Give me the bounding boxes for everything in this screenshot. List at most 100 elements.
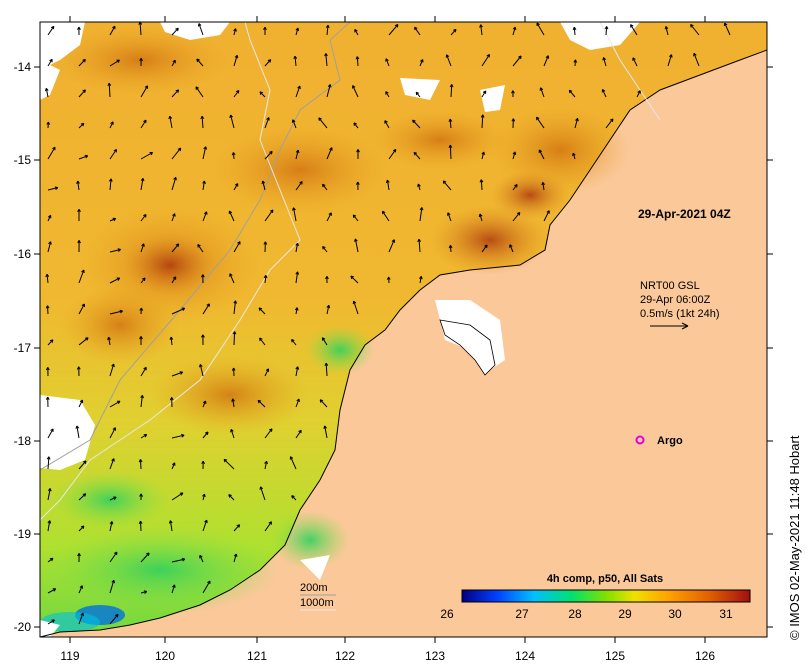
current-vector-head	[318, 117, 322, 121]
current-vector-head	[231, 367, 236, 371]
current-vector-head	[541, 182, 545, 186]
current-vector	[109, 614, 119, 625]
current-vector-head	[479, 24, 483, 28]
warm-patch	[370, 110, 510, 170]
argo-marker-icon	[635, 435, 645, 445]
current-vectors	[44, 21, 731, 625]
current-vector-head	[229, 273, 233, 277]
current-vector-head	[514, 184, 518, 188]
current-vector-head	[413, 151, 418, 156]
current-vector-head	[322, 183, 326, 188]
lat-tick-label: -14	[14, 60, 32, 74]
colorbar-tick: 28	[568, 607, 582, 621]
current-vector	[140, 214, 147, 222]
current-vector-head	[202, 493, 206, 498]
colorbar-tick: 30	[668, 607, 682, 621]
current-vector	[388, 239, 395, 253]
current-vector-head	[632, 57, 636, 61]
current-vector	[449, 145, 452, 160]
current-vector-head	[321, 337, 326, 341]
current-vector	[693, 53, 700, 67]
current-vector-head	[353, 122, 357, 126]
current-vector	[264, 275, 267, 284]
current-vector-head	[668, 54, 673, 58]
lon-tick-label: 123	[425, 649, 445, 663]
current-vector	[605, 26, 608, 36]
current-vector-head	[47, 520, 52, 524]
current-vector-head	[323, 425, 327, 429]
estuary	[439, 319, 496, 376]
current-vector	[388, 24, 399, 36]
current-vector	[47, 146, 56, 160]
current-vector	[264, 368, 269, 377]
current-vector	[446, 54, 452, 67]
current-vector	[229, 273, 235, 284]
cool-patch	[305, 325, 375, 375]
coastline	[40, 49, 767, 637]
current-vector	[199, 364, 204, 377]
colorbar-tick: 29	[618, 607, 632, 621]
contour-legend-1000m: 1000m	[300, 597, 334, 609]
current-vector-head	[447, 212, 451, 216]
lat-tick-label: -19	[14, 527, 32, 541]
current-vector-head	[79, 399, 84, 404]
hot-patch	[125, 235, 215, 295]
current-vector	[78, 612, 84, 625]
current-vector-head	[356, 149, 360, 153]
current-legend: NRT00 GSL 29-Apr 06:00Z 0.5m/s (1kt 24h)	[640, 280, 719, 330]
current-vector	[512, 26, 516, 36]
colorbar: 4h comp, p50, All Sats 26 27 28 29 30 31	[440, 573, 766, 630]
current-vector-head	[259, 486, 264, 490]
current-vector-head	[545, 55, 550, 59]
current-vector-head	[259, 91, 264, 95]
current-vector-head	[539, 87, 544, 91]
current-vector-head	[453, 28, 457, 33]
current-vector-head	[116, 277, 121, 281]
current-vector-head	[196, 58, 200, 63]
current-vector	[201, 116, 204, 129]
current-vector	[386, 179, 390, 191]
current-vector	[233, 524, 240, 532]
current-vector-head	[235, 90, 240, 94]
contour-1000m	[599, 22, 661, 121]
current-vector-head	[327, 84, 332, 88]
current-vector-head	[54, 186, 59, 191]
current-vector	[171, 59, 176, 67]
current-vector-head	[233, 553, 238, 558]
current-vector-head	[80, 612, 84, 617]
credit-text: © IMOS 02-May-2021 11:48 Hobart	[787, 435, 802, 640]
current-vector-head	[516, 211, 521, 216]
current-vector-head	[478, 213, 483, 218]
current-vector-head	[412, 119, 416, 124]
current-vector-head	[110, 121, 114, 125]
current-vector	[512, 151, 516, 160]
current-vector	[47, 339, 54, 346]
current-vector-head	[232, 331, 237, 335]
current-vector-head	[448, 245, 453, 249]
current-vector-head	[52, 588, 57, 592]
current-vector	[140, 434, 147, 439]
current-vector	[602, 89, 607, 98]
current-vector	[636, 90, 641, 98]
current-vector	[109, 121, 114, 129]
current-vector-head	[173, 176, 177, 181]
current-vector-head	[46, 121, 51, 125]
cool-patch	[40, 525, 280, 615]
current-vector	[350, 275, 359, 284]
current-vector	[257, 399, 266, 408]
current-vector	[171, 27, 179, 36]
current-vector	[109, 496, 117, 501]
current-vector-head	[80, 122, 85, 127]
current-vector	[171, 177, 177, 191]
current-vector	[47, 305, 49, 315]
current-vector-head	[511, 90, 515, 94]
current-vector	[109, 521, 113, 532]
current-vector-head	[172, 584, 176, 588]
current-vector	[388, 149, 397, 160]
lon-tick-label: 121	[247, 649, 267, 663]
current-vector	[140, 459, 142, 470]
current-vector	[47, 488, 51, 501]
current-vector	[384, 120, 390, 129]
contour-legend-200m: 200m	[300, 582, 328, 594]
current-vector-head	[289, 456, 294, 460]
